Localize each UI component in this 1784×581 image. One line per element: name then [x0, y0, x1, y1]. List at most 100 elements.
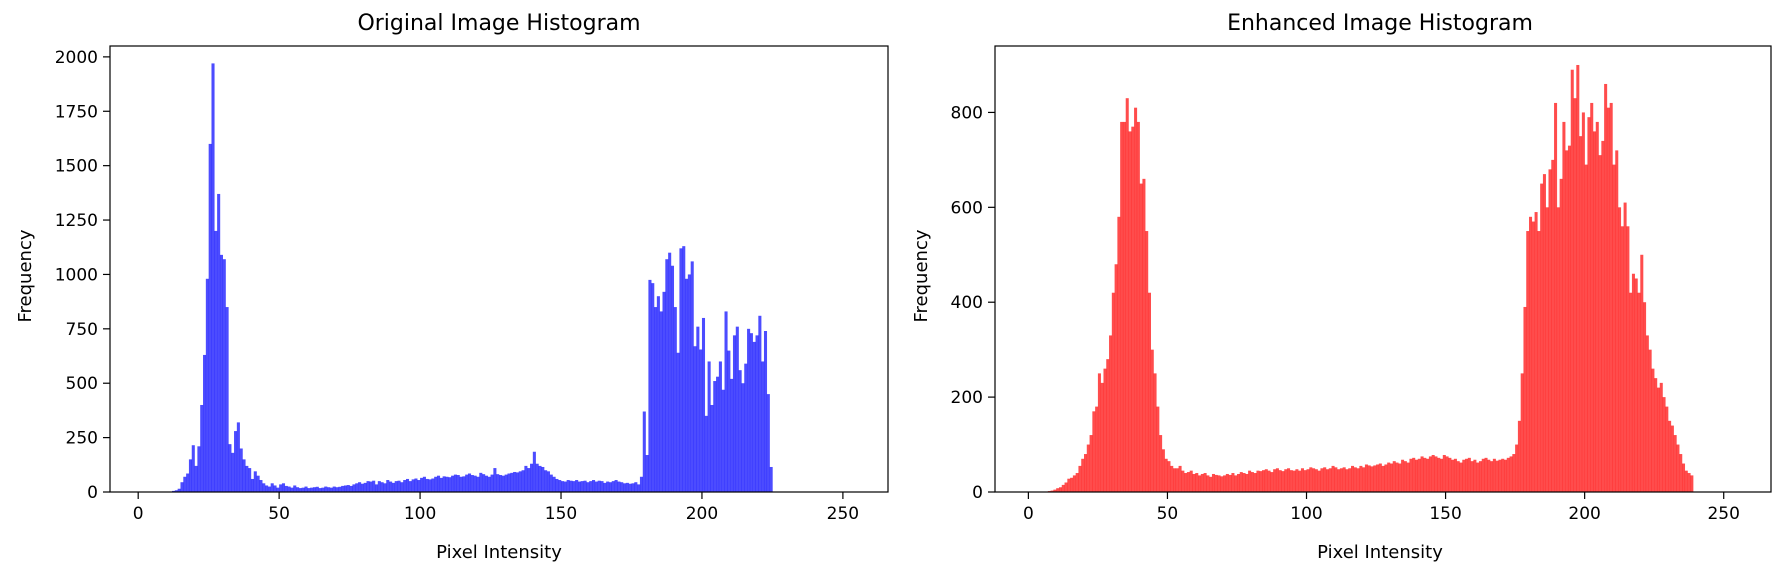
histogram-bar — [558, 480, 562, 492]
histogram-bar — [1128, 131, 1132, 492]
histogram-bar — [1120, 121, 1124, 492]
histogram-bar — [265, 485, 269, 492]
histogram-bar — [1481, 458, 1485, 492]
histogram-bar — [1053, 489, 1057, 492]
histogram-bar — [1570, 69, 1574, 492]
histogram-bar — [1214, 474, 1218, 492]
histogram-bar — [690, 261, 694, 492]
histogram-bar — [1612, 164, 1616, 492]
histogram-bar — [1306, 469, 1310, 492]
histogram-bar — [1067, 478, 1071, 492]
x-ticks: 0 50 100 150 200 250 — [133, 492, 859, 524]
histogram-bar — [451, 475, 455, 492]
histogram-bar — [1198, 475, 1202, 492]
histogram-bar — [1345, 469, 1349, 492]
histogram-bar — [1634, 278, 1638, 492]
histogram-bar — [1606, 107, 1610, 493]
histogram-bar — [1242, 473, 1246, 492]
histogram-bar — [1278, 470, 1282, 492]
chart-title: Enhanced Image Histogram — [1227, 11, 1533, 36]
histogram-bar — [1312, 468, 1316, 492]
histogram-bar — [577, 481, 581, 492]
histogram-bar — [1420, 456, 1424, 492]
x-tick-label: 50 — [268, 504, 290, 524]
histogram-bar — [546, 471, 550, 492]
histogram-bar — [682, 246, 686, 492]
histogram-bar — [315, 486, 319, 492]
histogram-bar — [513, 471, 517, 492]
histogram-bar — [1637, 292, 1641, 492]
histogram-bar — [304, 486, 308, 492]
histogram-bar — [563, 481, 567, 492]
histogram-bar — [1342, 467, 1346, 492]
histogram-bar — [482, 474, 486, 492]
histogram-bar — [228, 444, 232, 492]
histogram-bar — [1122, 121, 1126, 492]
y-tick-label: 1500 — [55, 157, 98, 177]
histogram-bar — [665, 259, 669, 492]
histogram-bar — [1590, 102, 1594, 492]
histogram-bar — [1351, 465, 1355, 492]
histogram-bar — [1392, 461, 1396, 492]
histogram-bar — [499, 475, 503, 492]
histogram-bar — [741, 383, 745, 492]
histogram-bar — [465, 474, 469, 492]
histogram-bar — [487, 476, 491, 492]
histogram-bar — [358, 482, 362, 492]
histogram-bar — [1478, 461, 1482, 492]
histogram-bar — [1679, 454, 1683, 492]
histogram-bar — [1061, 484, 1065, 492]
histogram-bar — [721, 389, 725, 492]
x-tick-label: 150 — [1429, 504, 1461, 524]
histogram-bar — [1270, 472, 1274, 492]
histogram-bar — [1506, 457, 1510, 492]
histogram-bar — [324, 486, 328, 492]
histogram-bar — [507, 473, 511, 492]
histogram-bar — [518, 471, 522, 492]
histogram-bar — [217, 193, 221, 492]
histogram-bar — [1211, 473, 1215, 492]
histogram-bar — [1659, 382, 1663, 492]
histogram-bar — [1376, 464, 1380, 492]
histogram-bar — [594, 481, 598, 492]
histogram-bar — [462, 476, 466, 492]
histogram-bar — [1320, 468, 1324, 492]
histogram-bar — [391, 482, 395, 492]
histogram-bar — [225, 307, 229, 492]
histogram-bar — [1690, 475, 1694, 492]
histogram-bar — [301, 487, 305, 492]
histogram-bar — [1186, 472, 1190, 492]
histogram-bar — [200, 404, 204, 492]
histogram-bar — [205, 278, 209, 492]
histogram-bar — [1498, 459, 1502, 492]
histogram-bar — [293, 485, 297, 492]
histogram-bar — [186, 473, 190, 492]
histogram-bar — [360, 483, 364, 492]
bars — [1047, 64, 1694, 493]
histogram-bar — [1370, 466, 1374, 492]
histogram-bar — [403, 480, 407, 492]
histogram-bar — [1442, 454, 1446, 492]
histogram-bar — [253, 471, 257, 492]
histogram-bar — [380, 482, 384, 492]
histogram-bar — [363, 482, 367, 492]
histogram-bar — [1050, 490, 1054, 492]
histogram-bar — [1167, 461, 1171, 492]
histogram-bar — [1259, 471, 1263, 492]
histogram-bar — [448, 477, 452, 492]
histogram-bar — [1159, 435, 1163, 492]
histogram-bar — [1231, 473, 1235, 492]
histogram-bar — [1592, 131, 1597, 492]
chart-title: Original Image Histogram — [357, 11, 640, 36]
histogram-bar — [1423, 457, 1427, 492]
histogram-bar — [589, 481, 593, 492]
y-tick-label: 250 — [66, 429, 98, 449]
histogram-bar — [1353, 467, 1357, 492]
histogram-bar — [1092, 411, 1096, 492]
histogram-bar — [1275, 468, 1279, 492]
histogram-bar — [442, 476, 446, 492]
histogram-bar — [1139, 183, 1143, 492]
histogram-bar — [1470, 461, 1474, 492]
histogram-bar — [1426, 458, 1430, 492]
histogram-bar — [1303, 470, 1307, 492]
